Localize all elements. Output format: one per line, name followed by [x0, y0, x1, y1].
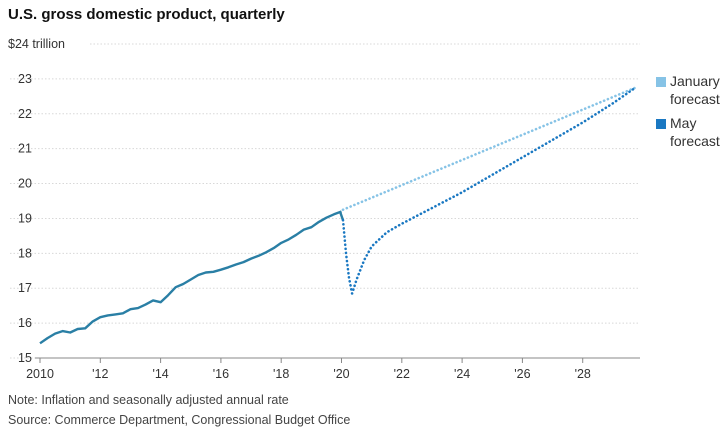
- legend-swatch-0: [656, 77, 666, 87]
- x-tick-label-2012: '12: [92, 367, 108, 381]
- x-tick-label-2018: '18: [273, 367, 289, 381]
- x-tick-label-2028: '28: [575, 367, 591, 381]
- y-tick-label-22: 22: [18, 107, 32, 121]
- x-tick-label-2024: '24: [454, 367, 470, 381]
- series-line-actual: [39, 210, 342, 345]
- x-tick-label-2020: '20: [333, 367, 349, 381]
- series-line-actual_drop: [338, 211, 345, 221]
- chart-note: Note: Inflation and seasonally adjusted …: [8, 393, 289, 407]
- legend-label-0-line1: January: [670, 73, 720, 89]
- y-tick-label-17: 17: [18, 281, 32, 295]
- y-tick-label-21: 21: [18, 142, 32, 156]
- chart-source: Source: Commerce Department, Congression…: [8, 413, 351, 427]
- x-tick-label-2022: '22: [394, 367, 410, 381]
- x-tick-label-2026: '26: [514, 367, 530, 381]
- y-tick-label-23: 23: [18, 72, 32, 86]
- y-unit-label: $24 trillion: [8, 37, 65, 51]
- y-tick-label-15: 15: [18, 351, 32, 365]
- legend-swatch-1: [656, 119, 666, 129]
- legend-label-1-line2: forecast: [670, 133, 720, 149]
- x-tick-label-2016: '16: [213, 367, 229, 381]
- legend-label-0-line2: forecast: [670, 91, 720, 107]
- chart-title: U.S. gross domestic product, quarterly: [8, 6, 285, 23]
- series-line-may-forecast: [341, 86, 637, 295]
- y-tick-label-19: 19: [18, 211, 32, 225]
- series-line-january-forecast: [341, 86, 637, 211]
- y-tick-label-16: 16: [18, 316, 32, 330]
- x-tick-label-2014: '14: [152, 367, 168, 381]
- x-tick-label-2010: 2010: [26, 367, 54, 381]
- y-tick-label-20: 20: [18, 177, 32, 191]
- y-tick-label-18: 18: [18, 246, 32, 260]
- legend-label-1-line1: May: [670, 115, 696, 131]
